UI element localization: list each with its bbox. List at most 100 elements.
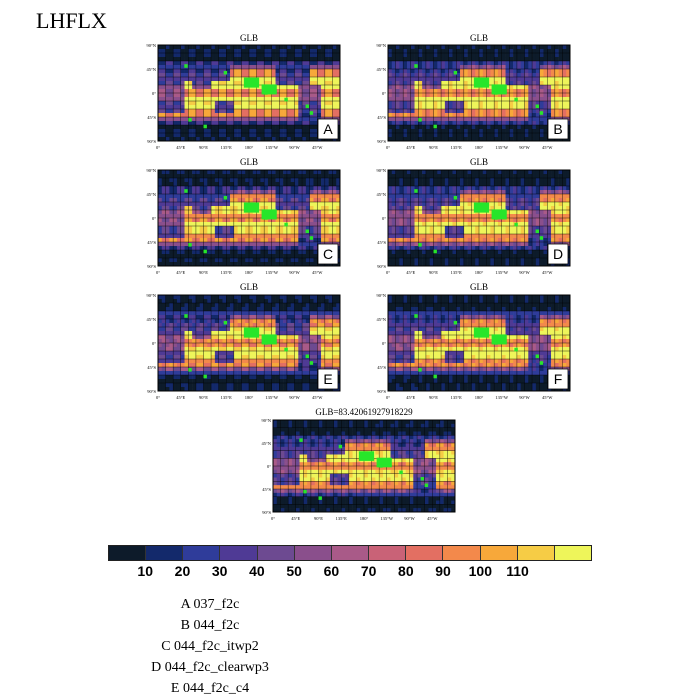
map-cell	[336, 57, 341, 62]
map-cell	[237, 77, 242, 82]
map-cell	[558, 97, 563, 102]
map-cell	[433, 113, 438, 118]
map-cell	[283, 85, 288, 90]
map-cell	[222, 129, 227, 134]
map-cell	[456, 194, 461, 199]
map-cell	[290, 89, 295, 94]
map-cell	[305, 89, 310, 94]
map-cell	[264, 242, 269, 247]
map-cell	[429, 190, 434, 195]
map-cell	[475, 129, 480, 134]
map-cell	[441, 57, 446, 62]
map-cell	[283, 242, 288, 247]
map-cell	[309, 57, 314, 62]
map-cell	[226, 121, 231, 126]
map-cell	[249, 178, 254, 183]
map-cell	[547, 234, 552, 239]
map-cell	[237, 190, 242, 195]
map-cell	[317, 206, 322, 211]
map-cell	[391, 218, 396, 223]
map-cell	[418, 73, 423, 78]
map-cell	[199, 113, 204, 118]
map-cell	[406, 226, 412, 231]
map-cell	[482, 186, 487, 191]
map-cell	[336, 53, 341, 58]
map-cell	[429, 182, 434, 187]
map-cell	[410, 230, 415, 235]
map-cell	[298, 234, 303, 239]
map-cell	[313, 121, 318, 126]
map-cell	[211, 69, 216, 74]
highlight-cell	[514, 222, 518, 227]
map-cell	[264, 295, 269, 300]
panel-letter-box	[547, 243, 569, 265]
map-cell	[309, 198, 314, 203]
map-cell	[532, 194, 537, 199]
map-cell	[324, 81, 329, 86]
map-cell	[520, 210, 525, 215]
map-cell	[218, 262, 223, 267]
map-cell	[501, 109, 506, 114]
map-cell	[252, 117, 257, 122]
map-cell	[176, 97, 182, 102]
map-cell	[554, 101, 559, 106]
map-cell	[245, 299, 250, 304]
map-cell	[226, 182, 231, 187]
map-cell	[252, 178, 257, 183]
map-cell	[444, 105, 449, 110]
map-cell	[283, 77, 288, 82]
map-cell	[395, 174, 400, 179]
map-cell	[425, 81, 431, 86]
map-cell	[452, 262, 457, 267]
map-cell	[302, 77, 307, 82]
map-cell	[399, 170, 404, 175]
map-cell	[241, 174, 246, 179]
map-cell	[180, 210, 185, 215]
map-cell	[336, 206, 341, 211]
map-cell	[332, 105, 337, 110]
map-cell	[218, 129, 223, 134]
map-cell	[180, 226, 185, 231]
map-cell	[513, 65, 518, 70]
map-cell	[336, 45, 341, 50]
map-cell	[425, 214, 431, 219]
map-cell	[448, 109, 453, 114]
map-cell	[233, 77, 238, 82]
map-cell	[437, 194, 442, 199]
map-cell	[230, 97, 235, 102]
panel-letter: A	[323, 121, 333, 137]
map-cell	[551, 202, 556, 207]
map-cell	[230, 81, 235, 86]
map-cell	[562, 65, 567, 70]
map-cell	[562, 182, 567, 187]
map-cell	[252, 295, 257, 300]
map-cell	[399, 113, 404, 118]
map-cell	[279, 190, 284, 195]
map-cell	[448, 230, 453, 235]
map-cell	[437, 105, 442, 110]
map-cell	[486, 246, 491, 251]
map-cell	[230, 93, 235, 98]
map-cell	[475, 262, 480, 267]
map-cell	[391, 230, 396, 235]
map-cell	[399, 238, 404, 243]
map-cell	[566, 97, 571, 102]
map-cell	[528, 250, 533, 255]
map-cell	[305, 125, 310, 130]
map-cell	[328, 190, 333, 195]
map-cell	[286, 246, 292, 251]
map-cell	[422, 246, 427, 251]
map-cell	[497, 178, 503, 183]
map-cell	[479, 45, 484, 50]
map-cell	[165, 182, 170, 187]
lat-tick-label: 90°S	[377, 139, 386, 144]
map-cell	[271, 186, 276, 191]
map-cell	[275, 250, 280, 255]
map-cell	[218, 303, 223, 308]
map-cell	[422, 73, 427, 78]
map-cell	[471, 202, 476, 207]
map-cell	[425, 250, 431, 255]
map-cell	[551, 238, 556, 243]
highlight-cell	[433, 124, 437, 129]
map-cell	[207, 101, 212, 106]
